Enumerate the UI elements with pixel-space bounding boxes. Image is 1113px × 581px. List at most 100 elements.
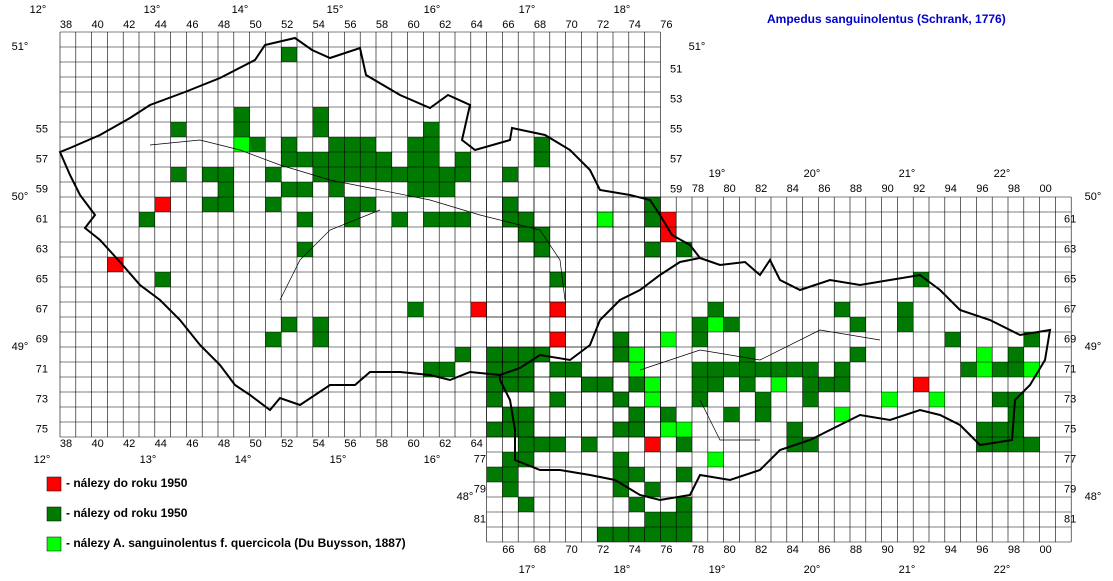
record-cell [834, 377, 850, 392]
record-cell [312, 317, 329, 332]
record-cell [944, 332, 961, 347]
record-cell [407, 167, 424, 182]
record-cell [1023, 362, 1040, 377]
row-label: 53 [670, 93, 682, 105]
column-label: 88 [850, 544, 862, 556]
record-cell [644, 482, 661, 497]
record-cell [676, 497, 692, 512]
column-label: 88 [850, 183, 862, 195]
column-label: 86 [818, 544, 830, 556]
column-label: 80 [723, 183, 735, 195]
column-label: 76 [660, 544, 672, 556]
record-cell [107, 257, 124, 272]
cells [107, 47, 1040, 542]
record-cell [660, 527, 677, 542]
column-label: 42 [123, 19, 135, 31]
row-label: 57 [36, 153, 48, 165]
column-label: 50 [249, 19, 261, 31]
row-label: 69 [36, 333, 48, 345]
record-cell [992, 392, 1008, 407]
record-cell [818, 377, 835, 392]
record-cell [154, 272, 171, 287]
row-label: 81 [1064, 513, 1076, 525]
record-cell [660, 332, 677, 347]
degree-label: 22° [994, 564, 1011, 576]
degree-label: 13° [144, 4, 161, 16]
record-cell [202, 167, 218, 182]
legend-swatch [46, 506, 62, 522]
record-cell [1008, 347, 1024, 362]
record-cell [597, 527, 613, 542]
row-label: 75 [36, 423, 48, 435]
slovak-border [499, 257, 1052, 502]
degree-label: 12° [30, 4, 47, 16]
record-cell [297, 152, 313, 167]
legend-swatch [46, 536, 62, 552]
record-cell [786, 422, 803, 437]
record-cell [265, 332, 282, 347]
record-cell [423, 362, 440, 377]
column-label: 62 [439, 19, 451, 31]
row-label: 71 [36, 363, 48, 375]
record-cell [376, 152, 392, 167]
record-cell [534, 137, 550, 152]
latitude-label: 49° [1085, 341, 1102, 353]
column-label: 82 [755, 544, 767, 556]
record-cell [802, 392, 819, 407]
record-cell [534, 437, 550, 452]
record-cell [565, 362, 582, 377]
degree-label: 13° [140, 454, 157, 466]
row-label: 51 [670, 63, 682, 75]
record-cell [391, 167, 408, 182]
record-cell [771, 377, 787, 392]
column-label: 52 [281, 19, 293, 31]
record-cell [834, 362, 850, 377]
record-cell [486, 392, 503, 407]
record-cell [676, 422, 692, 437]
record-cell [218, 167, 234, 182]
record-cell [628, 362, 645, 377]
row-label: 59 [36, 183, 48, 195]
record-cell [644, 527, 661, 542]
record-cell [597, 377, 613, 392]
column-label: 96 [976, 544, 988, 556]
degree-label: 21° [899, 564, 916, 576]
record-cell [692, 392, 708, 407]
latitude-label: 49° [12, 341, 29, 353]
column-label: 84 [787, 183, 799, 195]
degree-label: 15° [327, 4, 344, 16]
record-cell [723, 362, 740, 377]
record-cell [850, 317, 866, 332]
record-cell [439, 167, 455, 182]
row-label: 69 [1064, 333, 1076, 345]
column-label: 84 [787, 544, 799, 556]
record-cell [802, 377, 819, 392]
row-label: 73 [1064, 393, 1076, 405]
record-cell [518, 212, 534, 227]
record-cell [202, 197, 218, 212]
record-cell [455, 167, 471, 182]
record-cell [344, 137, 361, 152]
degree-label: 17° [519, 4, 536, 16]
column-label: 60 [407, 438, 419, 450]
record-cell [423, 182, 440, 197]
record-cell [502, 467, 519, 482]
record-cell [281, 182, 297, 197]
record-cell [676, 242, 692, 257]
record-cell [707, 362, 724, 377]
record-cell [423, 167, 440, 182]
column-label: 72 [597, 19, 609, 31]
record-cell [660, 227, 677, 242]
record-cell [897, 302, 914, 317]
record-cell [312, 152, 329, 167]
row-label: 75 [1064, 423, 1076, 435]
column-label: 38 [60, 19, 72, 31]
record-cell [549, 332, 566, 347]
latitude-label: 48° [1085, 491, 1102, 503]
degree-label: 17° [519, 564, 536, 576]
column-label: 76 [660, 19, 672, 31]
record-cell [502, 407, 519, 422]
record-cell [281, 317, 297, 332]
record-cell [233, 107, 250, 122]
degree-label: 21° [899, 168, 916, 180]
